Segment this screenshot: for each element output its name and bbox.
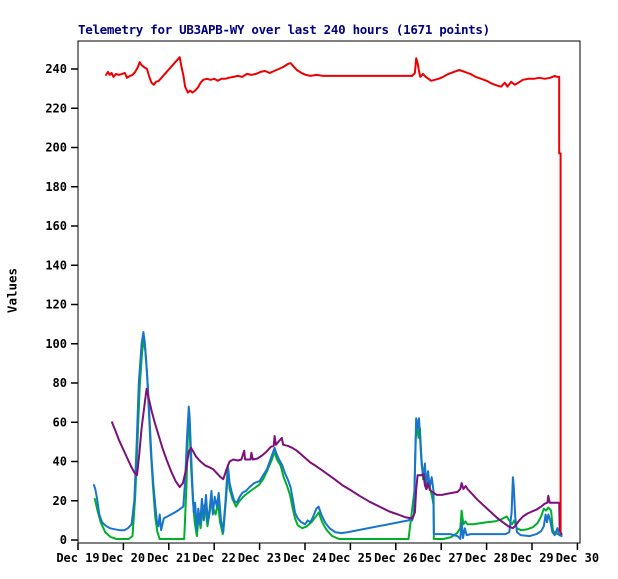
y-tick-label: 0 [60,533,67,547]
data-series [92,56,563,540]
y-tick-label: 160 [45,219,67,233]
series-purple-channel-line [111,387,563,536]
chart-title: Telemetry for UB3APB-WY over last 240 ho… [78,22,490,37]
y-tick-label: 120 [45,298,67,312]
x-tick-label: Dec 20 [102,551,145,565]
y-tick-label: 20 [53,494,67,508]
y-tick-label: 40 [53,455,67,469]
series-red-channel-line [105,56,562,534]
x-tick-label: Dec 22 [193,551,236,565]
y-tick-label: 60 [53,415,67,429]
y-tick-label: 220 [45,101,67,115]
y-tick-label: 140 [45,258,67,272]
x-tick-label: Dec 30 [556,551,599,565]
plot-border [77,40,581,544]
series-blue-channel-line [92,331,563,540]
x-tick-label: Dec 28 [465,551,508,565]
y-tick-label: 180 [45,180,67,194]
x-tick-label: Dec 29 [510,551,553,565]
x-tick-label: Dec 19 [56,551,99,565]
y-tick-label: 240 [45,62,67,76]
y-tick-label: 80 [53,376,67,390]
y-tick-label: 100 [45,337,67,351]
series-green-channel-line [93,336,563,540]
x-tick-label: Dec 26 [374,551,417,565]
x-tick-label: Dec 25 [329,551,372,565]
x-tick-label: Dec 27 [420,551,463,565]
x-tick-label: Dec 24 [283,551,326,565]
x-tick-label: Dec 23 [238,551,281,565]
x-tick-label: Dec 21 [147,551,190,565]
y-tick-label: 200 [45,141,67,155]
